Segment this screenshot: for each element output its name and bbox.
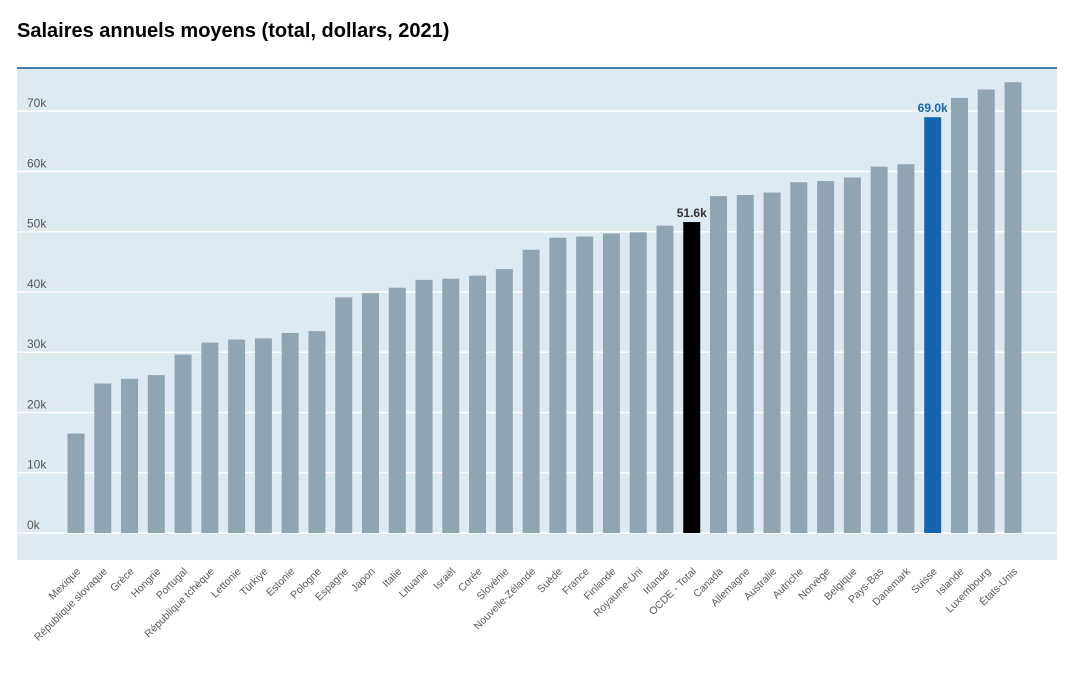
y-tick-label: 20k [27, 397, 47, 411]
x-tick-label: Israël [431, 566, 458, 593]
bar[interactable] [549, 237, 567, 533]
bar[interactable] [576, 236, 594, 533]
x-tick-label: Suède [535, 566, 565, 596]
bar[interactable] [174, 354, 192, 533]
bar[interactable] [228, 339, 246, 533]
x-tick-label: Japon [349, 566, 378, 595]
bars [67, 82, 1022, 533]
y-tick-label: 10k [27, 458, 47, 472]
y-tick-label: 0k [27, 518, 41, 532]
bar[interactable] [656, 225, 674, 533]
bar[interactable] [790, 182, 808, 533]
bar[interactable] [924, 117, 942, 533]
data-labels: 51.6k 69.0k [677, 101, 948, 220]
bar[interactable] [522, 249, 540, 533]
bar[interactable] [843, 177, 861, 533]
x-tick-label: Türkiye [238, 566, 271, 599]
bar[interactable] [763, 192, 781, 533]
data-label: 69.0k [918, 101, 948, 115]
y-tick-label: 30k [27, 337, 47, 351]
x-tick-label: Lettonie [209, 566, 244, 601]
bar[interactable] [897, 164, 915, 533]
bar[interactable] [121, 378, 139, 533]
bar[interactable] [415, 279, 433, 533]
bar[interactable] [254, 338, 272, 533]
y-tick-label: 60k [27, 156, 47, 170]
bar[interactable] [67, 433, 85, 533]
y-tick-label: 40k [27, 277, 47, 291]
bar[interactable] [281, 332, 299, 533]
bar[interactable] [469, 275, 487, 533]
bar[interactable] [361, 293, 379, 533]
bar[interactable] [495, 269, 513, 533]
data-label: 51.6k [677, 206, 707, 220]
y-axis-ticks: 0k 10k 20k 30k 40k 50k 60k 70k [27, 96, 47, 532]
y-tick-label: 50k [27, 217, 47, 231]
bar[interactable] [710, 196, 728, 533]
bar[interactable] [335, 297, 353, 533]
bar[interactable] [977, 89, 995, 533]
x-tick-label: Lituanie [397, 566, 432, 601]
bar[interactable] [1004, 82, 1022, 533]
bar[interactable] [201, 342, 219, 533]
bar[interactable] [870, 166, 888, 533]
bar[interactable] [388, 287, 406, 533]
bar[interactable] [442, 278, 460, 533]
bar[interactable] [736, 194, 754, 533]
bar[interactable] [308, 331, 326, 533]
bar[interactable] [147, 375, 165, 533]
bar[interactable] [602, 233, 620, 533]
y-tick-label: 70k [27, 96, 47, 110]
bar[interactable] [950, 97, 968, 533]
bar[interactable] [629, 232, 647, 533]
bar[interactable] [817, 181, 835, 533]
chart-title: Salaires annuels moyens (total, dollars,… [17, 20, 450, 42]
bar[interactable] [94, 383, 112, 533]
bar[interactable] [683, 222, 701, 533]
